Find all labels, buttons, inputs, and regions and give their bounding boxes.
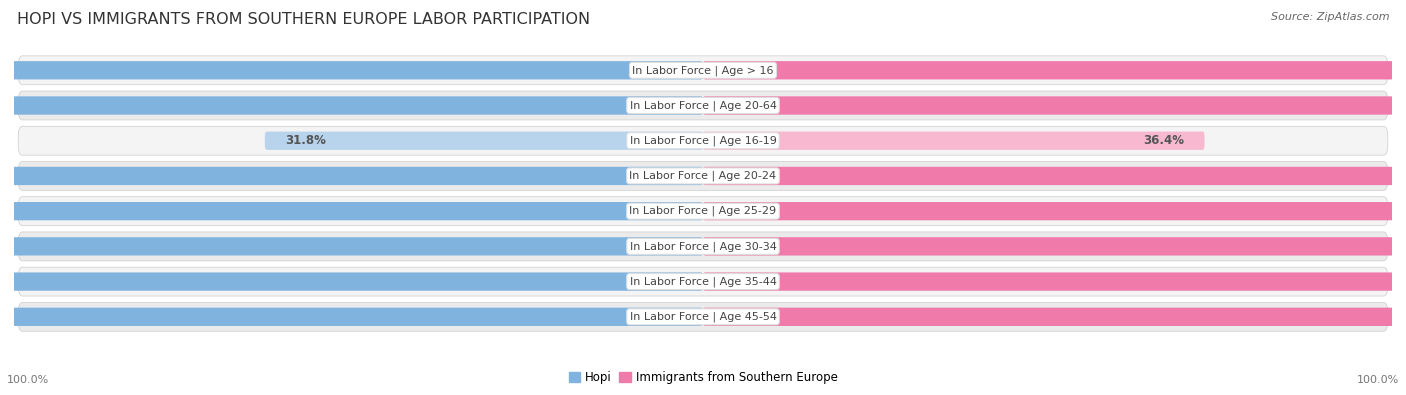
- FancyBboxPatch shape: [18, 126, 1388, 155]
- FancyBboxPatch shape: [0, 202, 703, 220]
- FancyBboxPatch shape: [0, 167, 703, 185]
- FancyBboxPatch shape: [703, 273, 1406, 291]
- Text: In Labor Force | Age 20-64: In Labor Force | Age 20-64: [630, 100, 776, 111]
- Text: 36.4%: 36.4%: [1143, 134, 1184, 147]
- Text: In Labor Force | Age 16-19: In Labor Force | Age 16-19: [630, 135, 776, 146]
- Text: 100.0%: 100.0%: [1357, 375, 1399, 385]
- FancyBboxPatch shape: [18, 91, 1388, 120]
- Text: 31.8%: 31.8%: [285, 134, 326, 147]
- FancyBboxPatch shape: [18, 162, 1388, 190]
- Text: In Labor Force | Age 30-34: In Labor Force | Age 30-34: [630, 241, 776, 252]
- Text: 100.0%: 100.0%: [7, 375, 49, 385]
- FancyBboxPatch shape: [703, 308, 1406, 326]
- Text: HOPI VS IMMIGRANTS FROM SOUTHERN EUROPE LABOR PARTICIPATION: HOPI VS IMMIGRANTS FROM SOUTHERN EUROPE …: [17, 12, 591, 27]
- Text: In Labor Force | Age 20-24: In Labor Force | Age 20-24: [630, 171, 776, 181]
- FancyBboxPatch shape: [18, 56, 1388, 85]
- FancyBboxPatch shape: [703, 167, 1406, 185]
- Text: In Labor Force | Age 45-54: In Labor Force | Age 45-54: [630, 312, 776, 322]
- FancyBboxPatch shape: [0, 61, 703, 79]
- FancyBboxPatch shape: [18, 302, 1388, 331]
- FancyBboxPatch shape: [18, 197, 1388, 226]
- Legend: Hopi, Immigrants from Southern Europe: Hopi, Immigrants from Southern Europe: [567, 369, 839, 386]
- FancyBboxPatch shape: [0, 308, 703, 326]
- Text: In Labor Force | Age 25-29: In Labor Force | Age 25-29: [630, 206, 776, 216]
- FancyBboxPatch shape: [703, 61, 1406, 79]
- Text: In Labor Force | Age > 16: In Labor Force | Age > 16: [633, 65, 773, 75]
- Text: In Labor Force | Age 35-44: In Labor Force | Age 35-44: [630, 276, 776, 287]
- FancyBboxPatch shape: [0, 237, 703, 256]
- FancyBboxPatch shape: [0, 273, 703, 291]
- FancyBboxPatch shape: [703, 202, 1406, 220]
- FancyBboxPatch shape: [703, 96, 1406, 115]
- FancyBboxPatch shape: [703, 237, 1406, 256]
- FancyBboxPatch shape: [703, 132, 1205, 150]
- FancyBboxPatch shape: [18, 232, 1388, 261]
- FancyBboxPatch shape: [264, 132, 703, 150]
- FancyBboxPatch shape: [18, 267, 1388, 296]
- FancyBboxPatch shape: [0, 96, 703, 115]
- Text: Source: ZipAtlas.com: Source: ZipAtlas.com: [1271, 12, 1389, 22]
